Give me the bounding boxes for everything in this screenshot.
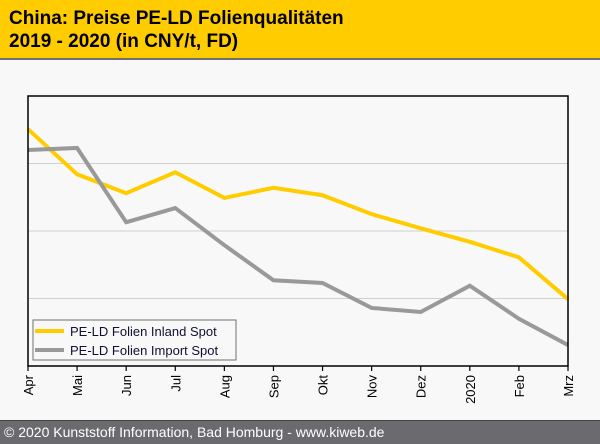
x-tick-label: Jun (119, 375, 134, 396)
chart-title-line2: 2019 - 2020 (in CNY/t, FD) (9, 31, 239, 52)
legend-box (32, 319, 237, 361)
legend-label-import: PE-LD Folien Import Spot (70, 343, 219, 358)
series-line-import (27, 145, 569, 347)
gridlines (28, 163, 568, 299)
x-tick-label: 2020 (463, 375, 478, 404)
plot-frame (27, 95, 569, 367)
chart-title: China: Preise PE-LD Folienqualitäten 201… (9, 7, 344, 53)
line-chart: Apr Mai Jun Jul Aug Sep Okt Nov Dez 2020 Feb Mrz PE… (21, 95, 576, 404)
x-tick-label: Nov (365, 375, 380, 399)
x-axis: Apr Mai Jun Jul Aug Sep Okt Nov Dez 2020 Feb Mrz (21, 366, 576, 404)
x-tick-label: Mrz (561, 375, 576, 397)
legend: PE-LD Folien Inland Spot PE-LD Folien Im… (32, 319, 237, 361)
footer: © 2020 Kunststoff Information, Bad Hombu… (0, 420, 600, 444)
x-tick-label: Mai (70, 375, 85, 396)
x-tick-label: Aug (217, 375, 232, 398)
x-tick-label: Dez (414, 375, 429, 398)
copyright-text: © 2020 Kunststoff Information, Bad Hombu… (4, 424, 385, 440)
series-line-inland (26, 127, 570, 301)
chart-header: China: Preise PE-LD Folienqualitäten 201… (0, 0, 600, 60)
x-tick-label: Sep (266, 375, 281, 398)
x-tick-label: Apr (21, 374, 36, 395)
x-tick-label: Okt (316, 375, 331, 396)
series-lines (26, 127, 570, 347)
chart-title-line1: China: Preise PE-LD Folienqualitäten (9, 8, 344, 29)
x-tick-label: Jul (168, 375, 183, 392)
x-tick-label: Feb (512, 375, 527, 397)
legend-label-inland: PE-LD Folien Inland Spot (70, 324, 217, 339)
